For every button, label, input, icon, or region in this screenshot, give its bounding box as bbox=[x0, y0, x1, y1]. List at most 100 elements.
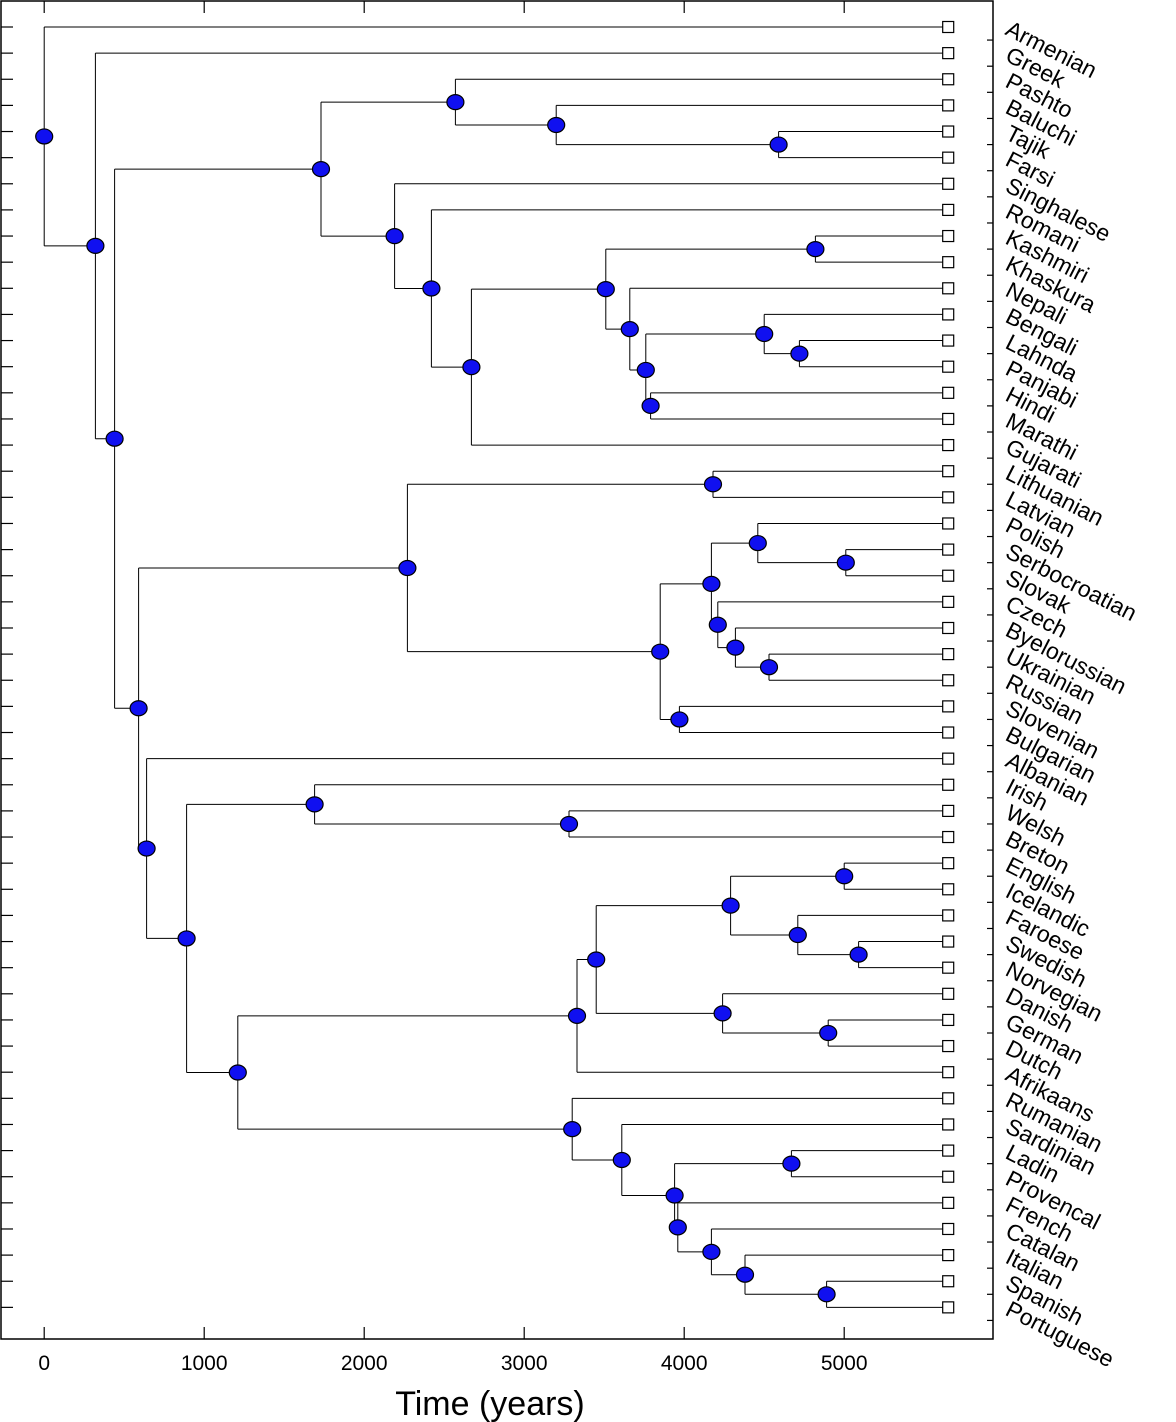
leaf-marker bbox=[942, 282, 955, 295]
leaf-marker bbox=[942, 595, 955, 608]
leaf-marker bbox=[942, 857, 955, 870]
leaf-marker bbox=[942, 438, 955, 452]
internal-node bbox=[713, 1005, 732, 1022]
leaf-labels: ArmenianGreekPashtoBaluchiTajikFarsiSing… bbox=[1002, 15, 1141, 1372]
internal-node bbox=[735, 1266, 755, 1283]
internal-node bbox=[462, 358, 481, 376]
internal-node bbox=[670, 711, 689, 728]
internal-node bbox=[702, 575, 721, 592]
internal-node bbox=[641, 397, 660, 414]
tree-edges bbox=[43, 26, 949, 1308]
x-tick-label: 1000 bbox=[181, 1352, 228, 1375]
leaf-marker bbox=[942, 1301, 955, 1314]
internal-node bbox=[612, 1151, 631, 1169]
internal-node bbox=[703, 476, 723, 493]
x-tick-label: 4000 bbox=[661, 1352, 708, 1375]
internal-node bbox=[137, 840, 156, 857]
internal-node bbox=[835, 868, 854, 885]
x-tick-label: 3000 bbox=[501, 1352, 548, 1375]
leaf-marker bbox=[942, 412, 955, 426]
internal-node bbox=[782, 1155, 801, 1172]
leaf-marker bbox=[942, 648, 955, 661]
leaf-marker bbox=[942, 334, 955, 347]
x-axis-title: Time (years) bbox=[395, 1385, 585, 1422]
internal-node bbox=[665, 1187, 684, 1204]
leaf-marker bbox=[942, 125, 955, 138]
leaf-marker bbox=[942, 1118, 955, 1131]
internal-node bbox=[790, 345, 809, 362]
internal-node bbox=[726, 639, 745, 656]
internal-node bbox=[547, 116, 566, 134]
internal-node bbox=[105, 430, 124, 447]
leaf-marker bbox=[942, 752, 955, 765]
internal-node bbox=[587, 951, 606, 968]
leaf-marker bbox=[942, 883, 955, 896]
internal-node bbox=[708, 616, 727, 633]
leaf-marker bbox=[942, 1039, 955, 1053]
leaf-marker bbox=[942, 203, 955, 217]
internal-node bbox=[817, 1286, 836, 1303]
x-tick-label: 2000 bbox=[341, 1352, 388, 1375]
leaf-marker bbox=[942, 229, 955, 243]
internal-node bbox=[748, 534, 767, 552]
internal-node bbox=[849, 946, 868, 963]
internal-node bbox=[129, 700, 148, 717]
leaf-marker bbox=[942, 177, 955, 190]
leaf-marker bbox=[942, 1144, 955, 1157]
internal-node bbox=[35, 128, 54, 145]
leaf-marker bbox=[942, 1013, 955, 1027]
plot-frame bbox=[0, 0, 994, 1340]
internal-node bbox=[836, 554, 855, 571]
internal-node bbox=[422, 280, 441, 297]
leaf-marker bbox=[942, 543, 955, 556]
leaf-marker bbox=[942, 308, 955, 321]
internal-node bbox=[636, 361, 655, 379]
leaf-marker bbox=[942, 1275, 955, 1288]
leaf-marker bbox=[942, 99, 955, 112]
x-tick-label: 0 bbox=[38, 1352, 50, 1375]
leaf-marker bbox=[942, 360, 955, 373]
internal-node bbox=[819, 1024, 838, 1042]
leaf-marker bbox=[942, 909, 955, 922]
leaf-marker bbox=[942, 491, 955, 504]
internal-node bbox=[721, 897, 740, 914]
leaf-marker bbox=[942, 465, 955, 478]
leaf-marker bbox=[942, 569, 955, 582]
leaf-marker bbox=[942, 1249, 955, 1262]
internal-node bbox=[620, 321, 639, 338]
leaf-marker bbox=[942, 804, 955, 818]
leaf-marker bbox=[942, 1170, 955, 1183]
internal-node bbox=[177, 930, 196, 947]
internal-node bbox=[385, 228, 404, 245]
internal-node bbox=[759, 659, 779, 676]
axis-ticks bbox=[1, 1, 993, 1339]
leaf-marker bbox=[942, 1066, 955, 1079]
leaf-marker bbox=[942, 151, 955, 164]
internal-node bbox=[788, 926, 807, 944]
internal-node bbox=[446, 94, 465, 111]
internal-node bbox=[755, 325, 774, 343]
leaf-marker bbox=[942, 830, 955, 844]
leaf-marker bbox=[942, 47, 955, 60]
internal-node bbox=[305, 796, 324, 813]
internal-node bbox=[596, 281, 615, 298]
leaf-marker bbox=[942, 1196, 955, 1209]
leaf-marker bbox=[942, 961, 955, 974]
leaf-marker bbox=[942, 1092, 955, 1105]
leaf-marker bbox=[942, 700, 955, 713]
internal-node bbox=[311, 161, 331, 178]
leaf-marker bbox=[942, 674, 955, 687]
leaf-marker bbox=[942, 935, 955, 948]
internal-node bbox=[86, 237, 105, 255]
leaf-marker bbox=[942, 386, 955, 399]
leaf-marker bbox=[942, 256, 955, 269]
internal-node bbox=[668, 1219, 687, 1236]
leaf-marker bbox=[942, 987, 955, 1000]
internal-node bbox=[651, 643, 670, 660]
internal-node bbox=[228, 1064, 247, 1081]
leaf-markers bbox=[942, 20, 955, 1314]
tree-nodes bbox=[35, 94, 868, 1303]
internal-node bbox=[769, 136, 788, 153]
leaf-marker bbox=[942, 73, 955, 86]
